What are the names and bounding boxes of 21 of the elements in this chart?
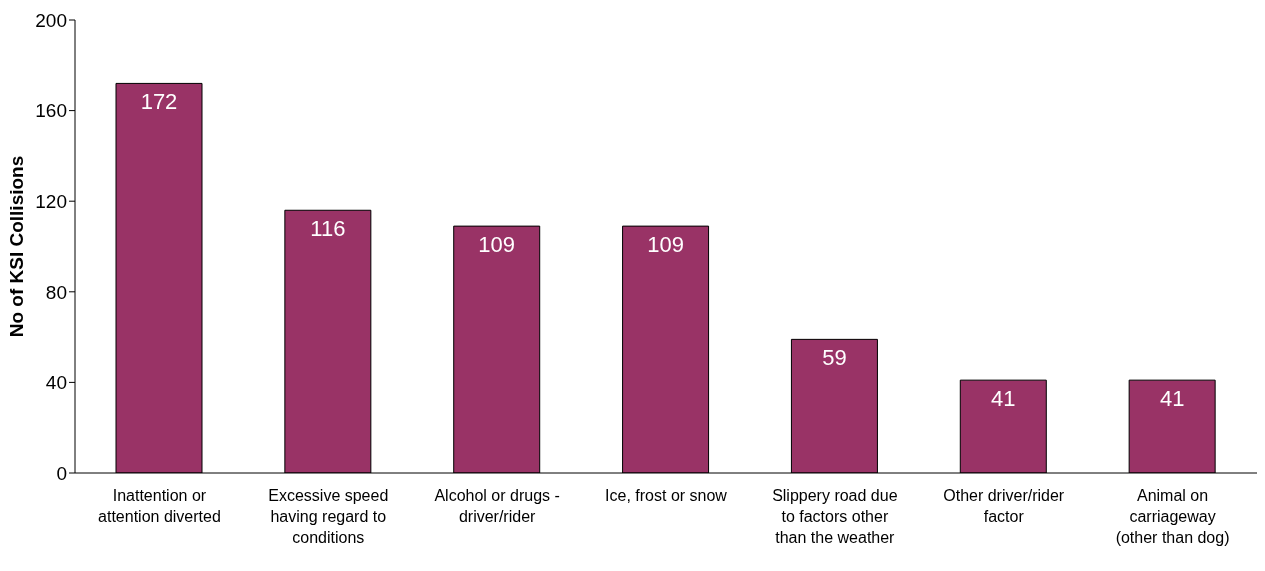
data-label: 109 xyxy=(478,231,516,257)
y-tick-label: 160 xyxy=(35,100,67,122)
y-tick-label: 80 xyxy=(45,281,67,303)
data-label: 116 xyxy=(310,215,346,241)
data-label: 41 xyxy=(1159,385,1185,411)
y-axis-title: No of KSI Collisions xyxy=(5,155,27,338)
y-tick-label: 40 xyxy=(45,372,67,394)
x-tick-label: Alcohol or drugs - driver/rider xyxy=(434,487,560,525)
data-label: 41 xyxy=(991,385,1016,411)
x-tick-label: Excessive speed having regard to conditions xyxy=(268,487,389,546)
y-tick-label: 200 xyxy=(35,9,67,31)
data-label: 109 xyxy=(647,231,684,257)
x-tick-label: Slippery road due to factors other than the weather xyxy=(772,487,898,546)
x-tick-label: Inattention or attention diverted xyxy=(98,487,221,525)
x-tick-label: Ice, frost or snow xyxy=(605,487,728,504)
x-tick-label: Other driver/rider factor xyxy=(943,487,1065,525)
x-tick-label: Animal on carriageway (other than dog) xyxy=(1115,487,1230,546)
y-tick-label: 0 xyxy=(56,462,67,484)
data-label: 59 xyxy=(822,344,847,370)
data-label: 172 xyxy=(140,89,178,115)
y-tick-label: 120 xyxy=(35,190,67,212)
